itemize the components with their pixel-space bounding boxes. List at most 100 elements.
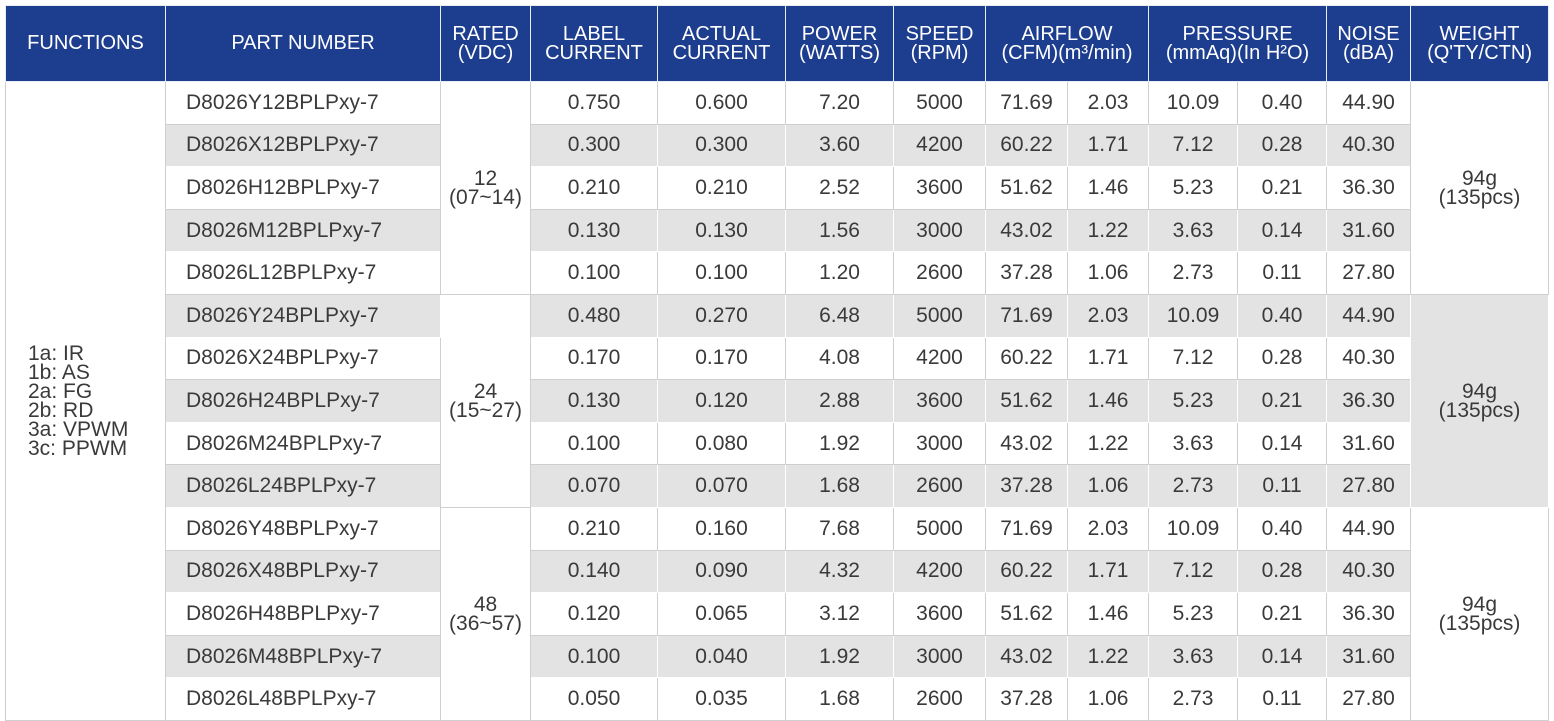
value-cell: 1.68 [785, 464, 894, 508]
value-cell: 3.12 [785, 592, 894, 636]
value-cell: 2.73 [1148, 464, 1239, 508]
value-cell: 44.90 [1326, 506, 1412, 551]
value-cell: 31.60 [1326, 421, 1412, 466]
text-line: (07~14) [449, 185, 522, 209]
value-cell: 0.600 [657, 81, 786, 125]
value-cell: 5000 [893, 81, 986, 125]
table-row: D8026Y48BPLPxy-7 48 (36~57) 0.210 0.160 7.68 5… [6, 506, 1550, 721]
part-number: D8026L12BPLPxy-7 [165, 251, 441, 295]
value-cell: 10.09 [1148, 81, 1239, 125]
value-cell: 0.070 [530, 464, 658, 508]
value-cell: 7.20 [785, 81, 894, 125]
value-cell: 40.30 [1326, 336, 1412, 381]
part-number: D8026Y12BPLPxy-7 [165, 81, 441, 125]
text-line: 24 [473, 379, 498, 403]
value-cell: 40.30 [1326, 123, 1412, 168]
text-line: (RPM) [910, 41, 969, 64]
value-cell: 4200 [893, 123, 986, 168]
value-cell: 0.11 [1237, 464, 1328, 508]
value-cell: 3600 [893, 592, 986, 636]
column-header: POWER (WATTS) [785, 5, 894, 82]
table-row: D8026Y24BPLPxy-7 24 (15~27) 0.480 0.270 6.48 5… [6, 293, 1550, 508]
value-cell: 0.11 [1237, 677, 1328, 721]
value-cell: 0.090 [657, 549, 786, 594]
value-cell: 7.12 [1148, 123, 1239, 168]
part-number: D8026H24BPLPxy-7 [165, 379, 441, 423]
value-cell: 27.80 [1326, 464, 1412, 508]
value-cell: 0.160 [657, 506, 786, 551]
value-cell: 3.63 [1148, 421, 1239, 466]
value-cell: 36.30 [1326, 379, 1412, 423]
value-cell: 0.21 [1237, 592, 1328, 636]
value-cell: 3000 [893, 634, 986, 679]
value-cell: 0.080 [657, 421, 786, 466]
column-header: PART NUMBER [165, 5, 441, 82]
table-row: D8026X24BPLPxy-7 0.170 0.170 4.08 4200 60.22 1… [6, 336, 1549, 381]
spec-table: FUNCTIONS PART NUMBER RATED (VDC) LABEL CURRE… [5, 5, 1550, 721]
text-line: (135pcs) [1438, 611, 1521, 635]
text-line: PART NUMBER [231, 32, 375, 54]
value-cell: 0.14 [1237, 208, 1328, 253]
text-line: 3a: VPWM [28, 417, 129, 441]
value-cell: 43.02 [985, 208, 1068, 253]
value-cell: 0.40 [1237, 81, 1328, 125]
value-cell: 51.62 [985, 592, 1068, 636]
functions-cell: 1a: IR 1b: AS 2a: FG 2b: RD 3a: VPWM 3c: PPWM [5, 81, 166, 721]
value-cell: 2.03 [1066, 293, 1150, 338]
value-cell: 0.170 [657, 336, 786, 381]
value-cell: 3000 [893, 421, 986, 466]
value-cell: 1.22 [1066, 421, 1150, 466]
value-cell: 43.02 [985, 634, 1068, 679]
table-row: D8026X12BPLPxy-7 0.300 0.300 3.60 4200 60.22 1… [6, 123, 1549, 168]
value-cell: 0.120 [657, 379, 786, 423]
text-line: (mmAq)(In H²O) [1165, 41, 1310, 64]
value-cell: 0.035 [657, 677, 786, 721]
value-cell: 2600 [893, 464, 986, 508]
value-cell: 1.92 [785, 634, 894, 679]
value-cell: 2.88 [785, 379, 894, 423]
part-number: D8026L48BPLPxy-7 [165, 677, 441, 721]
value-cell: 3000 [893, 208, 986, 253]
value-cell: 60.22 [985, 549, 1068, 594]
value-cell: 0.300 [530, 123, 658, 168]
weight-cell: 94g (135pcs) [1410, 506, 1550, 721]
text-line: (VDC) [457, 41, 514, 64]
value-cell: 37.28 [985, 251, 1068, 295]
value-cell: 0.100 [657, 251, 786, 295]
text-line: ACTUAL [682, 22, 761, 45]
column-header: WEIGHT (Q'TY/CTN) [1410, 5, 1550, 82]
column-header: ACTUAL CURRENT [657, 5, 786, 82]
value-cell: 40.30 [1326, 549, 1412, 594]
value-cell: 0.750 [530, 81, 658, 125]
value-cell: 1.46 [1066, 166, 1150, 210]
text-line: AIRFLOW [1021, 22, 1113, 45]
column-header: PRESSURE (mmAq)(In H²O) [1148, 5, 1328, 82]
value-cell: 4200 [893, 549, 986, 594]
value-cell: 5000 [893, 293, 986, 338]
part-number: D8026X24BPLPxy-7 [165, 336, 441, 381]
text-line: (Q'TY/CTN) [1427, 41, 1532, 64]
part-number: D8026Y48BPLPxy-7 [165, 506, 441, 551]
value-cell: 0.21 [1237, 379, 1328, 423]
text-line: CURRENT [672, 41, 771, 64]
value-cell: 0.11 [1237, 251, 1328, 295]
value-cell: 5.23 [1148, 166, 1239, 210]
value-cell: 0.065 [657, 592, 786, 636]
value-cell: 2600 [893, 677, 986, 721]
value-cell: 71.69 [985, 506, 1068, 551]
value-cell: 7.68 [785, 506, 894, 551]
text-line: 1b: AS [28, 360, 90, 384]
text-line: 1a: IR [28, 341, 85, 365]
value-cell: 2.73 [1148, 251, 1239, 295]
value-cell: 0.100 [530, 421, 658, 466]
value-cell: 0.130 [657, 208, 786, 253]
table-row: 1a: IR 1b: AS 2a: FG 2b: RD 3a: VPWM 3c: PPWM… [5, 81, 1550, 721]
value-cell: 3.63 [1148, 208, 1239, 253]
value-cell: 0.28 [1237, 549, 1328, 594]
value-cell: 71.69 [985, 81, 1068, 125]
text-line: CURRENT [545, 41, 643, 64]
value-cell: 36.30 [1326, 592, 1412, 636]
text-line: (135pcs) [1438, 185, 1521, 209]
value-cell: 7.12 [1148, 336, 1239, 381]
text-line: 2a: FG [28, 379, 93, 403]
